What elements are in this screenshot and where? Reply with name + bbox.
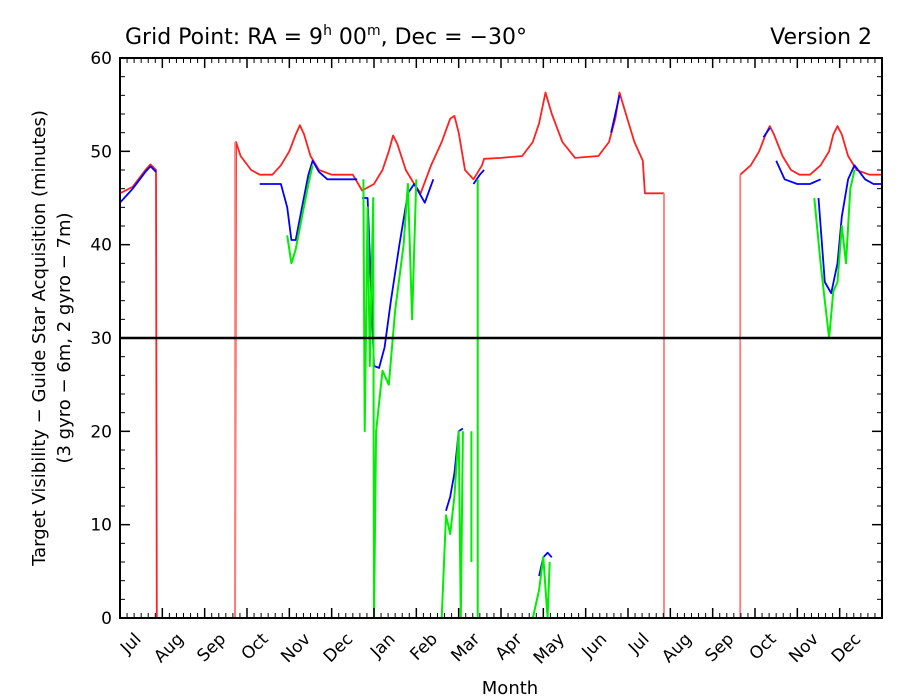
x-tick-label-9: Apr: [492, 629, 527, 664]
y-tick-label-1: 10: [90, 516, 112, 536]
chart-title-hour-sup: h: [323, 23, 332, 39]
series-blue-segment-6: [610, 95, 621, 133]
chart-title-min-sup: m: [367, 23, 381, 39]
chart-title-mid: 00: [332, 25, 367, 50]
series-green-segment-5: [531, 556, 551, 619]
series-green-segment-6: [813, 169, 856, 339]
series-blue-segment-0: [119, 165, 157, 204]
x-tick-label-11: Jun: [578, 629, 612, 663]
x-tick-label-16: Nov: [785, 629, 823, 667]
x-tick-label-3: Oct: [238, 629, 273, 664]
series-green-segment-3: [440, 430, 464, 619]
series-blue-segment-3: [445, 427, 464, 511]
x-tick-label-14: Sep: [701, 629, 738, 666]
chart-title: Grid Point: RA = 9h 00m, Dec = −30°: [125, 23, 527, 50]
series-blue-segment-1: [259, 159, 358, 241]
x-tick-label-17: Dec: [828, 629, 865, 666]
x-tick-label-1: Aug: [150, 629, 188, 667]
y-tick-label-0: 0: [101, 609, 112, 629]
chart-title-suffix: , Dec = −30°: [381, 25, 527, 50]
y-tick-label-5: 50: [90, 142, 112, 162]
x-tick-label-15: Oct: [746, 629, 781, 664]
x-tick-label-12: Jul: [624, 629, 653, 658]
y-tick-label-2: 20: [90, 422, 112, 442]
series-layer: [119, 91, 883, 619]
series-red-segment-4: [739, 125, 882, 176]
series-red-segment-0: [119, 163, 158, 619]
x-tick-label-5: Dec: [320, 629, 357, 666]
y-tick-label-3: 30: [90, 329, 112, 349]
x-tick-label-0: Jul: [116, 629, 145, 658]
series-blue-segment-8: [775, 160, 821, 185]
x-tick-label-10: May: [530, 629, 569, 668]
x-tick-label-7: Feb: [406, 629, 441, 664]
y-axis-label-line2: (3 gyro − 6m, 2 gyro − 7m): [54, 212, 75, 463]
series-green-segment-0: [286, 165, 314, 265]
x-tick-label-13: Aug: [658, 629, 696, 667]
x-tick-label-8: Mar: [447, 629, 484, 666]
x-tick-label-6: Jan: [366, 629, 399, 662]
series-blue-segment-9: [817, 164, 882, 295]
x-tick-label-2: Sep: [193, 629, 230, 666]
series-blue-segment-7: [762, 127, 771, 138]
series-red-segment-2: [234, 91, 664, 619]
version-label: Version 2: [770, 25, 872, 50]
x-tick-label-4: Nov: [277, 629, 315, 667]
x-axis-label: Month: [482, 678, 538, 699]
y-axis-label-line1: Target Visibility − Guide Star Acquisiti…: [29, 110, 50, 567]
chart-title-prefix: Grid Point: RA = 9: [125, 25, 323, 50]
y-tick-label-4: 40: [90, 236, 112, 256]
series-blue-segment-4: [472, 169, 485, 185]
y-tick-label-6: 60: [90, 49, 112, 69]
series-green-segment-1: [362, 179, 418, 619]
